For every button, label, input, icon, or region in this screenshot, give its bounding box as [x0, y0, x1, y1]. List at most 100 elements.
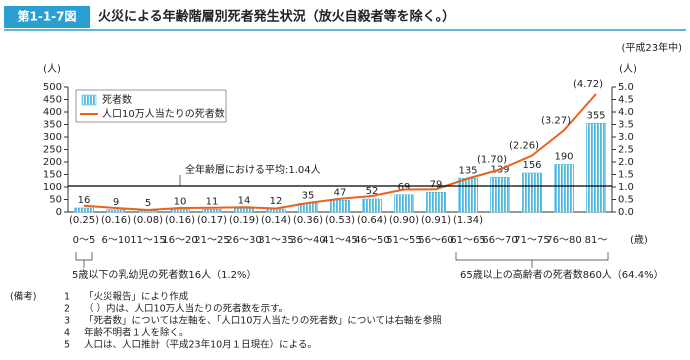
x-tick-label: 81〜 [585, 235, 608, 246]
rate-label: (4.72) [573, 79, 603, 90]
y-tick-label: 200 [43, 157, 62, 168]
bar-value-label: 135 [458, 165, 477, 176]
legend-swatch [81, 94, 97, 106]
bar [458, 177, 478, 213]
rate-label: (0.91) [421, 215, 451, 226]
x-tick-label: 61〜65 [450, 235, 485, 246]
rate-label: (1.34) [453, 215, 483, 226]
rate-label: (0.17) [197, 215, 227, 226]
y2-tick-label: 0.5 [618, 195, 634, 206]
figure-number: 第1-1-7図 [17, 9, 76, 24]
y2-unit: (人) [619, 63, 637, 75]
bar [394, 194, 414, 213]
y-tick-label: 350 [43, 120, 62, 131]
rate-label: (0.90) [389, 215, 419, 226]
bar-value-label: 12 [270, 196, 283, 207]
rate-label: (0.53) [325, 215, 355, 226]
y-tick-label: 50 [49, 195, 62, 206]
rate-label: (3.27) [541, 115, 571, 126]
y-tick-label: 100 [43, 182, 62, 193]
x-tick-label: 71〜75 [514, 235, 549, 246]
y2-tick-label: 2.5 [618, 145, 634, 156]
y-tick-label: 400 [43, 107, 62, 118]
y2-tick-label: 5.0 [618, 82, 634, 93]
legend-label: 死者数 [102, 93, 132, 106]
annotation: 5歳以下の乳幼児の死者数16人（1.2%） [72, 268, 257, 281]
note-text: 「火災報告」により作成 [84, 291, 189, 303]
x-tick-label: 21〜25 [194, 235, 229, 246]
y-tick-label: 0 [56, 207, 62, 218]
y2-tick-label: 0.0 [618, 207, 634, 218]
x-tick-label: 46〜50 [354, 235, 389, 246]
bar [202, 208, 222, 213]
y-tick-label: 450 [43, 95, 62, 106]
header-badge [4, 6, 90, 28]
bar [522, 172, 542, 213]
y2-tick-label: 4.5 [618, 95, 634, 106]
y2-tick-label: 2.0 [618, 157, 634, 168]
bar [170, 209, 190, 213]
bar [426, 191, 446, 213]
legend-label: 人口10万人当たりの死者数 [102, 107, 225, 120]
bracket [75, 252, 93, 261]
note-number: 2 [64, 304, 70, 315]
note-text: 「死者数」については左軸を、「人口10万人当たりの死者数」については右軸を参照 [84, 315, 442, 327]
bar [362, 198, 382, 213]
x-tick-label: 66〜70 [482, 235, 517, 246]
x-tick-label: 36〜40 [290, 235, 325, 246]
x-tick-label: 76〜80 [546, 235, 581, 246]
x-tick-label: 41〜45 [322, 235, 357, 246]
bar-value-label: 69 [398, 182, 411, 193]
notes-heading: (備考) [10, 291, 36, 303]
x-tick-label: 26〜30 [226, 235, 261, 246]
chart-title: 火災による年齢階層別死者発生状況（放火自殺者等を除く。） [98, 9, 455, 25]
bar [74, 207, 94, 213]
y-unit: (人) [43, 63, 61, 75]
bar [234, 208, 254, 213]
rate-label: (0.25) [69, 215, 99, 226]
bar-value-label: 11 [206, 196, 219, 207]
bar-value-label: 35 [302, 190, 315, 201]
x-tick-label: 51〜55 [386, 235, 421, 246]
bracket [455, 252, 609, 261]
bar-value-label: 5 [145, 198, 151, 209]
bar [106, 209, 126, 213]
rate-label: (0.16) [101, 215, 131, 226]
note-text: （ ）内は、人口10万人当たりの死者数を示す。 [84, 303, 288, 315]
rate-label: (0.64) [357, 215, 387, 226]
x-unit: (歳) [630, 234, 648, 246]
y-tick-label: 250 [43, 145, 62, 156]
bar-value-label: 47 [334, 187, 347, 198]
bar-value-label: 156 [522, 160, 541, 171]
y2-tick-label: 1.5 [618, 170, 634, 181]
bar [330, 199, 350, 213]
x-tick-label: 56〜60 [418, 235, 453, 246]
bar-value-label: 355 [586, 110, 605, 121]
reference-label: 全年齢層における平均:1.04人 [185, 163, 321, 176]
note-text: 年齢不明者１人を除く。 [84, 327, 189, 339]
x-tick-label: 31〜35 [258, 235, 293, 246]
rate-label: (0.14) [261, 215, 291, 226]
rate-label: (1.70) [477, 155, 507, 166]
x-tick-label: 6〜10 [101, 235, 130, 246]
y2-tick-label: 4.0 [618, 107, 634, 118]
bar [586, 122, 606, 213]
rate-label: (2.26) [509, 141, 539, 152]
bar [554, 164, 574, 213]
legend-box [75, 89, 227, 123]
y-tick-label: 150 [43, 170, 62, 181]
bar-value-label: 10 [174, 197, 187, 208]
rate-label: (0.16) [165, 215, 195, 226]
y-tick-label: 500 [43, 82, 62, 93]
x-tick-label: 16〜20 [162, 235, 197, 246]
rate-line [83, 93, 597, 212]
note-text: 人口は、人口推計（平成23年10月１日現在）による。 [84, 339, 317, 351]
bar-value-label: 16 [78, 195, 91, 206]
header-band [0, 0, 690, 30]
bar-value-label: 9 [113, 197, 119, 208]
bar-value-label: 52 [366, 186, 379, 197]
rate-label: (0.19) [229, 215, 259, 226]
bar-value-label: 190 [554, 152, 573, 163]
